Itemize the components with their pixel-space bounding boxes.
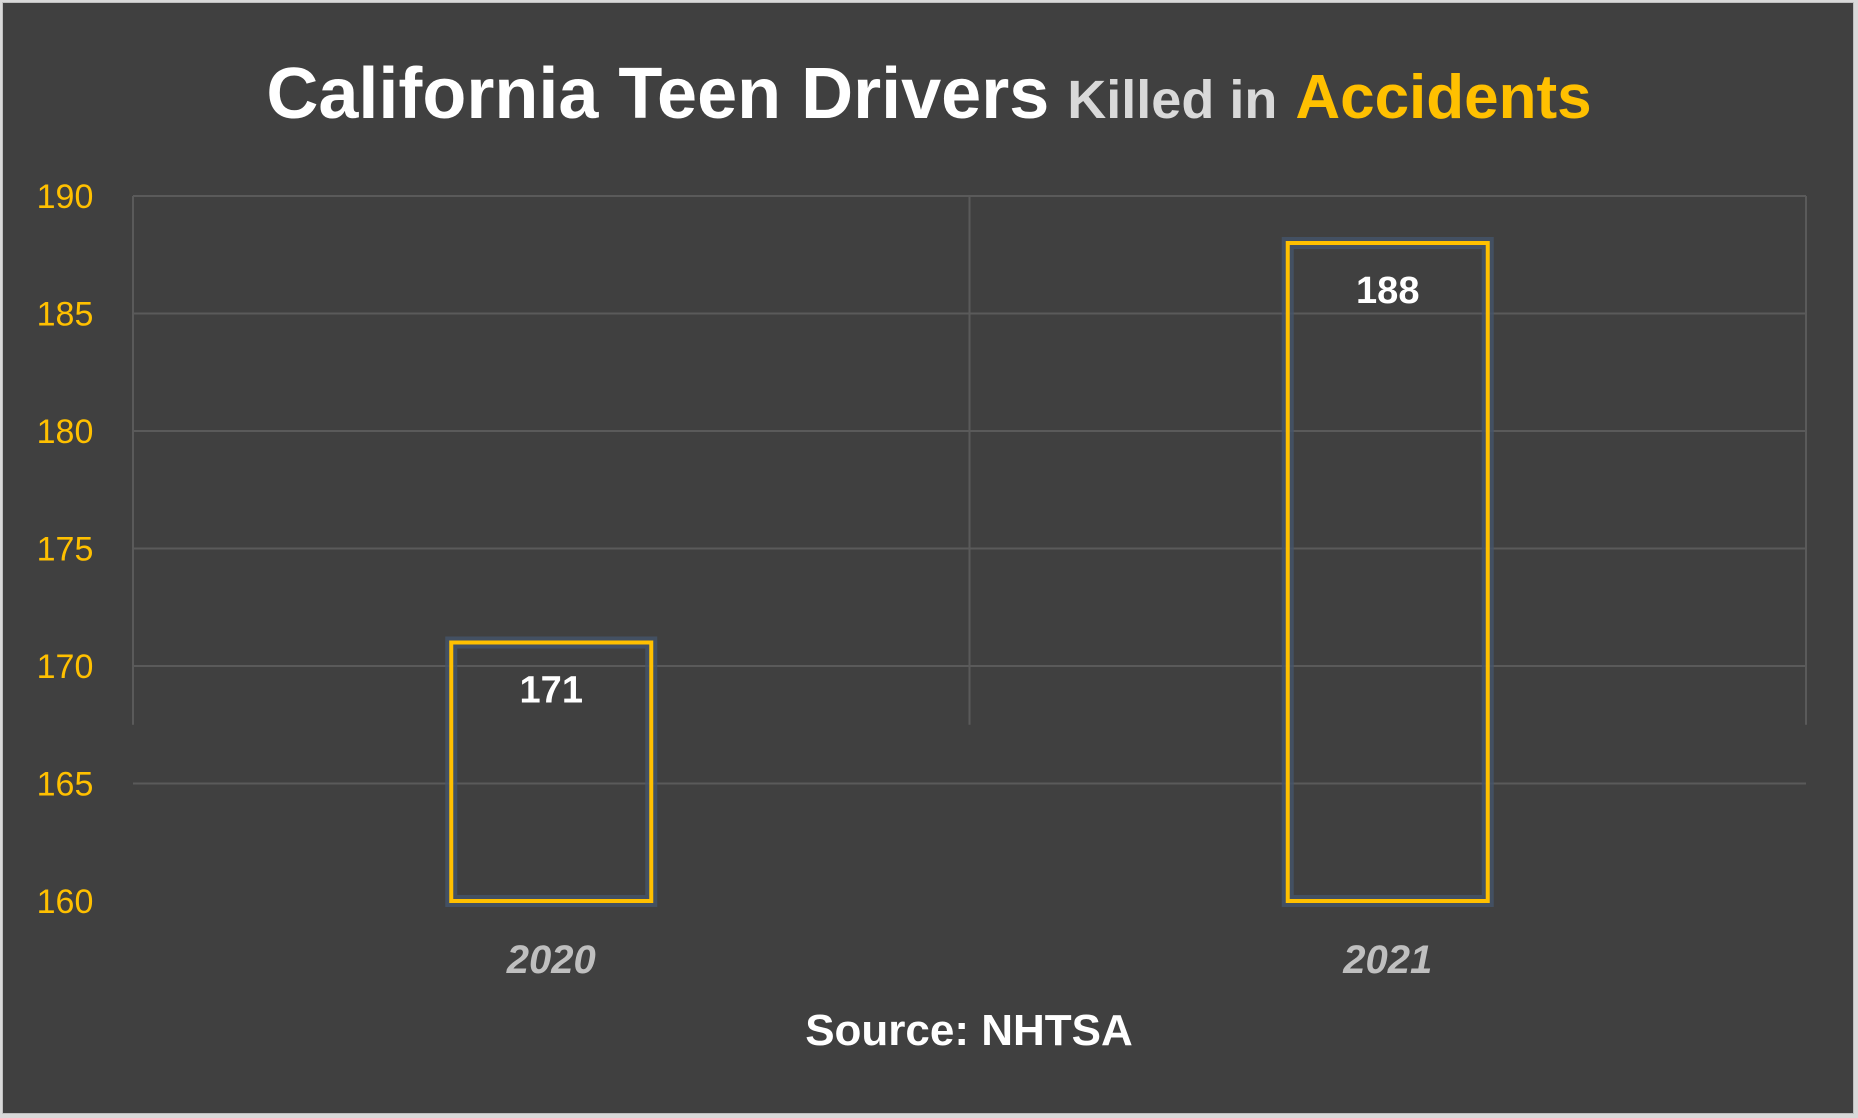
- chart-title: California Teen Drivers Killed in Accident…: [266, 54, 1591, 134]
- y-tick-label: 190: [37, 178, 94, 216]
- data-label: 188: [1356, 270, 1419, 312]
- data-label: 171: [520, 670, 583, 712]
- y-tick-label: 165: [37, 766, 94, 804]
- bars: 171 188: [445, 237, 1494, 907]
- title-part-main: California Teen Drivers: [266, 54, 1049, 134]
- bar-glow: [1281, 237, 1494, 907]
- title-part-accent: Accidents: [1295, 63, 1591, 132]
- x-tick-label: 2021: [1342, 938, 1432, 982]
- y-tick-label: 170: [37, 648, 94, 686]
- gridlines: [132, 195, 1807, 785]
- source-note: Source: NHTSA: [805, 1006, 1133, 1055]
- y-tick-label: 185: [37, 296, 94, 334]
- chart-canvas: California Teen Drivers Killed in Accident…: [37, 54, 1807, 1055]
- y-tick-label: 175: [37, 531, 94, 569]
- y-tick-label: 180: [37, 413, 94, 451]
- x-tick-label: 2020: [506, 938, 596, 982]
- title-part-mid: Killed in: [1067, 70, 1277, 130]
- bar-2020: [449, 640, 654, 903]
- y-tick-label: 160: [37, 883, 94, 921]
- y-axis-ticks: 160 165 170 175 180 185 190: [37, 178, 94, 921]
- bar-2021: [1285, 241, 1490, 903]
- x-axis-ticks: 2020 2021: [506, 938, 1432, 982]
